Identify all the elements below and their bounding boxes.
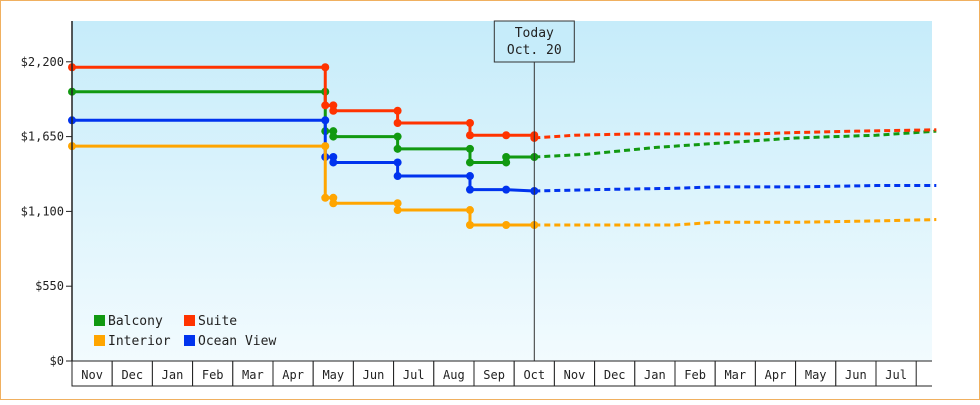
x-axis-ticks: Nov Dec Jan Feb Mar Apr May Jun Jul Aug Sep Oct Nov D… [71,360,932,387]
data-point [393,199,402,208]
forecast-line-interior [534,218,937,227]
data-point [393,158,402,167]
data-point [465,172,474,181]
forecast-line-ocean-view [534,184,937,193]
data-point [393,144,402,153]
data-point [393,119,402,127]
x-tick-cell [553,360,596,387]
data-point [465,144,474,153]
series-layer [68,63,937,229]
series-line-suite [72,65,536,138]
x-tick-label: Apr [765,368,787,382]
legend-label: Balcony [108,314,163,329]
x-tick-label: Oct [523,368,545,382]
x-tick-cell [352,360,395,387]
data-point [465,131,474,140]
data-point [329,106,338,115]
data-point [393,172,402,181]
data-point [321,193,330,202]
x-tick-label: Jul [403,368,425,382]
x-tick-cell [835,360,877,387]
x-tick-label: Sep [483,368,505,382]
x-tick-cell [634,360,676,387]
x-tick-label: Jan [644,368,666,382]
x-tick-cell [714,360,756,387]
legend-label: Interior [108,334,171,349]
data-point [465,185,474,194]
today-date: Oct. 20 [507,43,562,58]
x-tick-label: May [805,368,827,382]
y-tick-label: $2,200 [21,55,64,69]
y-axis-ticks: $0 $550 $1,100 $1,650 $2,200 [21,55,72,368]
x-tick-label: Dec [121,368,143,382]
x-tick-label: Jun [845,368,867,382]
x-tick-cell [151,360,194,387]
forecast-line-balcony [534,129,937,159]
legend-swatch [94,335,105,346]
data-point [321,142,330,151]
x-tick-label: May [322,368,344,382]
x-tick-cell [393,360,435,387]
data-point [329,199,338,208]
data-point [465,206,474,215]
data-point [393,206,402,215]
data-point [393,132,402,141]
x-tick-label: Jul [885,368,907,382]
x-tick-cell [795,360,837,387]
legend-swatch [94,315,105,326]
data-point [321,101,330,110]
data-point [321,63,330,72]
x-tick-cell [192,360,234,387]
x-tick-cell [473,360,515,387]
x-tick-label: Aug [443,368,465,382]
legend-swatch [184,315,195,326]
x-tick-label: Feb [202,368,224,382]
legend-label: Ocean View [198,334,276,349]
series-interior [68,142,937,229]
x-tick-cell [111,360,153,387]
data-point [465,158,474,167]
x-tick-label: Mar [724,368,746,382]
x-tick-label: Mar [242,368,264,382]
data-point [329,158,338,167]
data-point [393,106,402,115]
x-tick-cell [272,360,314,387]
x-tick-label: Dec [604,368,626,382]
x-tick-label: Nov [564,368,586,382]
forecast-line-suite [534,128,937,140]
x-tick-cell [875,360,917,387]
data-point [465,119,474,127]
x-tick-cell [312,360,354,387]
x-tick-label: Nov [81,368,103,382]
today-label-box [493,20,575,63]
today-label: Today [515,26,554,41]
x-tick-cell [433,360,475,387]
y-tick-label: $1,100 [21,204,64,218]
y-tick-label: $550 [35,279,64,293]
legend-swatch [184,335,195,346]
data-point [502,221,511,229]
x-tick-cell [754,360,797,387]
x-tick-label: Feb [684,368,706,382]
y-tick-label: $1,650 [21,130,64,144]
data-point [502,131,511,140]
data-point [329,132,338,141]
x-tick-label: Apr [282,368,304,382]
data-point [502,185,511,194]
y-tick-label: $0 [50,354,64,368]
data-point [465,221,474,229]
data-point [502,153,511,161]
x-tick-cell [71,360,113,387]
x-tick-label: Jan [162,368,184,382]
data-point [321,116,330,125]
x-tick-cell [232,360,274,387]
legend-label: Suite [198,314,237,329]
legend: Balcony Suite Interior Ocean View [94,314,276,349]
today-marker: Today Oct. 20 [493,20,575,361]
x-tick-label: Jun [363,368,385,382]
series-suite [68,63,937,142]
x-tick-cell [674,360,716,387]
